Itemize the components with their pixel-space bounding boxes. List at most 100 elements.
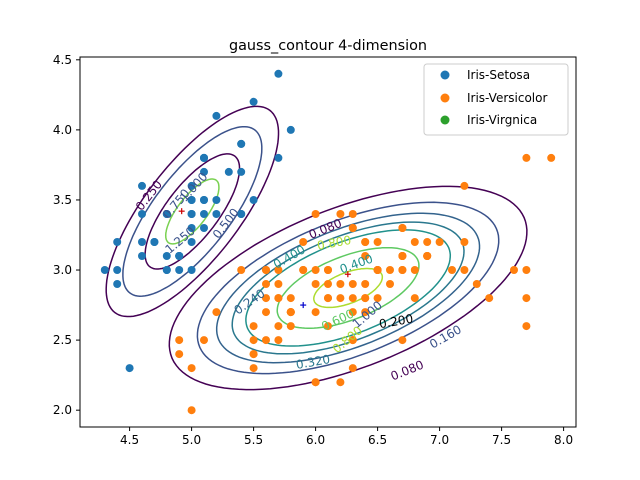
scatter-point-versicolor	[187, 406, 196, 415]
scatter-point-versicolor	[249, 322, 258, 331]
scatter-point-versicolor	[472, 280, 481, 288]
scatter-point-setosa	[113, 280, 122, 288]
x-axis: 4.5 5.0 5.5 6.0 6.5 7.0 7.5 8.0	[120, 427, 573, 447]
scatter-point-setosa	[138, 238, 146, 246]
scatter-point-versicolor	[361, 252, 370, 260]
legend-marker-setosa	[440, 70, 450, 80]
scatter-point-versicolor	[448, 266, 456, 274]
scatter-point-versicolor	[398, 252, 407, 260]
contour-label: 0.200	[378, 312, 414, 332]
contour-layer	[105, 105, 528, 391]
scatter-point-versicolor	[348, 280, 357, 288]
y-tick-label: 3.0	[53, 263, 72, 277]
scatter-point-versicolor	[311, 378, 320, 387]
y-tick-label: 4.5	[53, 53, 72, 67]
center-marker-layer	[178, 208, 351, 309]
scatter-point-versicolor	[361, 294, 370, 303]
scatter-point-versicolor	[410, 266, 419, 274]
legend: Iris-Setosa Iris-Versicolor Iris-Virgnic…	[423, 63, 569, 136]
scatter-point-setosa	[212, 196, 221, 204]
scatter-point-versicolor	[423, 238, 432, 246]
y-tick-label: 4.0	[53, 123, 72, 137]
scatter-point-versicolor	[336, 378, 345, 387]
y-tick-label: 3.5	[53, 193, 72, 207]
contour-line-2	[245, 229, 452, 347]
scatter-point-setosa	[113, 266, 122, 274]
scatter-point-setosa	[274, 153, 283, 162]
x-tick-label: 7.5	[492, 433, 511, 447]
scatter-point-versicolor	[324, 322, 332, 331]
scatter-point-versicolor	[311, 308, 320, 317]
scatter-point-setosa	[249, 97, 258, 106]
scatter-point-setosa	[187, 238, 196, 246]
scatter-point-versicolor	[336, 294, 345, 303]
scatter-point-versicolor	[348, 224, 357, 232]
scatter-point-setosa	[162, 210, 171, 218]
scatter-point-versicolor	[200, 336, 208, 345]
scatter-point-versicolor	[336, 210, 345, 218]
scatter-point-versicolor	[460, 266, 469, 274]
scatter-point-versicolor	[460, 238, 469, 246]
scatter-point-setosa	[187, 266, 196, 274]
scatter-point-versicolor	[361, 308, 370, 317]
scatter-point-setosa	[237, 139, 246, 148]
x-tick-label: 6.5	[368, 433, 387, 447]
scatter-point-versicolor	[398, 224, 407, 232]
scatter-point-versicolor	[522, 153, 531, 162]
scatter-point-versicolor	[361, 238, 370, 246]
scatter-layer	[100, 69, 556, 415]
contour-line-1	[105, 105, 280, 318]
scatter-point-versicolor	[398, 336, 407, 345]
scatter-point-versicolor	[522, 294, 531, 303]
scatter-point-versicolor	[274, 336, 283, 345]
scatter-point-versicolor	[262, 266, 270, 274]
legend-frame	[423, 63, 569, 136]
scatter-point-versicolor	[522, 266, 531, 274]
scatter-point-versicolor	[286, 308, 295, 317]
scatter-point-versicolor	[373, 238, 382, 246]
scatter-point-versicolor	[237, 266, 246, 274]
scatter-point-versicolor	[324, 266, 332, 274]
contour-line-2	[313, 267, 384, 309]
scatter-point-versicolor	[286, 322, 295, 331]
scatter-point-setosa	[162, 266, 171, 274]
scatter-point-setosa	[162, 252, 171, 260]
scatter-point-versicolor	[324, 294, 332, 303]
x-tick-label: 7.0	[430, 433, 449, 447]
contour-label: 0.800	[316, 233, 352, 253]
scatter-point-setosa	[175, 266, 184, 274]
scatter-point-setosa	[187, 196, 196, 204]
scatter-point-setosa	[187, 181, 196, 190]
scatter-point-setosa	[187, 224, 196, 232]
scatter-point-versicolor	[274, 280, 283, 288]
contour-line-2	[196, 201, 500, 375]
contour-line-2	[231, 221, 465, 355]
scatter-point-setosa	[113, 238, 122, 246]
scatter-point-setosa	[138, 252, 146, 260]
y-tick-label: 2.0	[53, 403, 72, 417]
scatter-point-versicolor	[522, 322, 531, 331]
contour-line-2	[276, 246, 420, 329]
scatter-point-setosa	[224, 167, 233, 176]
scatter-point-setosa	[100, 266, 109, 274]
y-axis: 2.0 2.5 3.0 3.5 4.0 4.5	[53, 53, 80, 417]
scatter-point-versicolor	[348, 294, 357, 303]
x-tick-label: 5.0	[182, 433, 201, 447]
scatter-point-versicolor	[175, 350, 184, 359]
scatter-point-versicolor	[175, 336, 184, 345]
scatter-point-setosa	[286, 125, 295, 134]
scatter-point-versicolor	[386, 266, 394, 274]
scatter-point-versicolor	[249, 336, 258, 345]
scatter-point-versicolor	[410, 294, 419, 303]
scatter-point-versicolor	[274, 294, 283, 303]
scatter-point-versicolor	[274, 322, 283, 331]
scatter-point-setosa	[125, 364, 134, 373]
scatter-point-versicolor	[348, 364, 357, 373]
scatter-point-setosa	[200, 153, 208, 162]
scatter-point-versicolor	[398, 266, 407, 274]
scatter-point-versicolor	[212, 308, 221, 317]
x-tick-label: 8.0	[554, 433, 573, 447]
scatter-point-setosa	[200, 167, 208, 176]
scatter-point-versicolor	[410, 238, 419, 246]
